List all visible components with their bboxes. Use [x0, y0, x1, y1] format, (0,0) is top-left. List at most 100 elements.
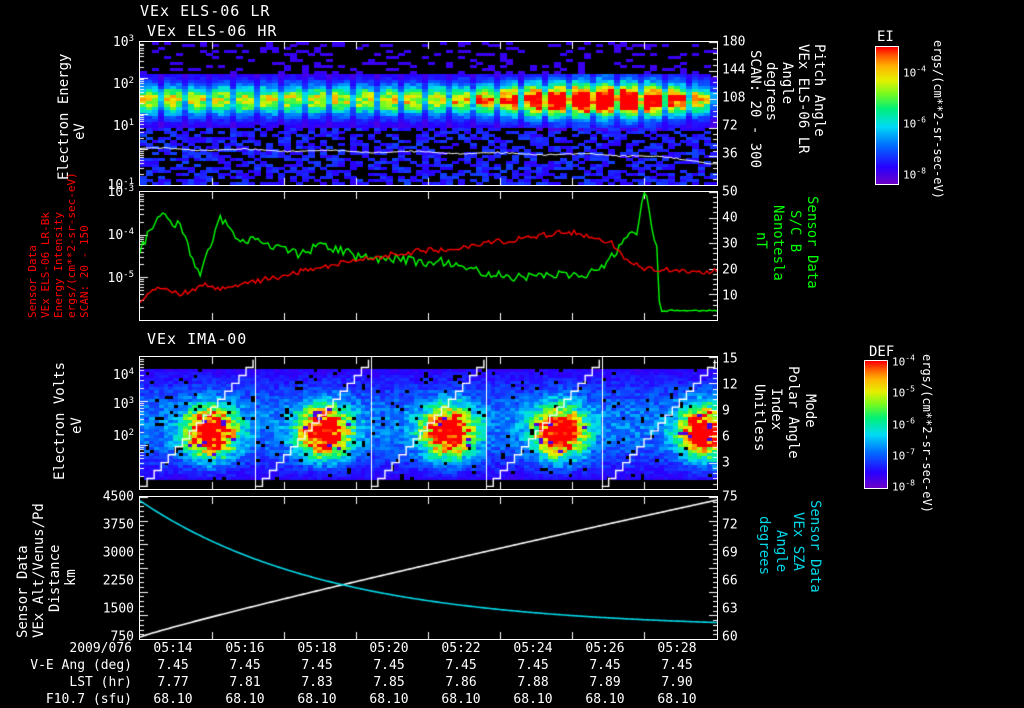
p3-right-caption-1: Mode	[802, 394, 818, 428]
footer-cell: 68.10	[297, 692, 337, 707]
p4-rtick-1: 72	[722, 517, 738, 533]
p4-rtick-5: 60	[722, 629, 738, 645]
p4-left-caption-4: km	[63, 569, 79, 586]
p2-left-caption-3: Energy Intensity	[52, 212, 65, 318]
ei-colorbar-label: EI	[877, 29, 894, 45]
ei-cbtick-1: 10-6	[903, 115, 926, 131]
p3-right-caption-4: Unitless	[751, 384, 767, 452]
ei-colorbar-bar	[875, 46, 899, 185]
p2-left-caption-2: VEx ELS-06 LR-Bk	[39, 212, 52, 318]
p1-ytick-2: 101	[112, 117, 134, 135]
footer-cell: 68.10	[153, 692, 193, 707]
p2-left-caption-4: ergs/(cm**2-sr-sec-eV)	[65, 172, 78, 318]
p1-rtick-1: 144	[722, 62, 746, 78]
p1-right-caption-1: Pitch Angle	[811, 44, 827, 137]
p1-ytick-3: 10-1	[107, 176, 135, 194]
p2-left-caption-1: Sensor Data	[26, 245, 39, 318]
footer-cell: 7.85	[373, 675, 405, 690]
footer-cell: 68.10	[369, 692, 409, 707]
footer-cell: 7.45	[157, 658, 189, 673]
footer-cell: 68.10	[225, 692, 265, 707]
p1-rtick-0: 180	[722, 34, 746, 50]
ei-cbtick-2: 10-8	[903, 166, 926, 182]
def-cbtick-0: 10-4	[892, 353, 915, 369]
p4-ytick-3: 2250	[102, 573, 134, 589]
def-colorbar-units: ergs/(cm**2-sr-sec-eV)	[920, 354, 934, 513]
footer-row-label: F10.7 (sfu)	[45, 692, 132, 707]
footer-cell: 05:22	[441, 641, 481, 656]
footer-cell: 05:28	[657, 641, 697, 656]
panel3-title-inner: VEx IMA-00	[147, 330, 248, 348]
p2-rtick-4: 10	[722, 288, 738, 304]
p3-right-caption-2: Polar Angle	[785, 366, 801, 459]
def-cbtick-2: 10-6	[892, 416, 915, 432]
p4-left-caption-2: VEx Alt/Venus/Pd	[31, 503, 47, 638]
footer-row-label: V-E Ang (deg)	[30, 658, 132, 673]
footer-cell: 7.45	[589, 658, 621, 673]
footer-cell: 05:26	[585, 641, 625, 656]
p2-ytick-1: 10-4	[107, 226, 135, 244]
panel-altitude-sza	[139, 496, 718, 640]
p1-left-caption-1: Electron Energy	[56, 53, 72, 180]
p2-rtick-1: 40	[722, 210, 738, 226]
p4-ytick-5: 750	[110, 629, 134, 645]
p4-ytick-4: 1500	[102, 601, 134, 617]
p2-ytick-0: 10-3	[107, 183, 135, 201]
footer-cell: 05:14	[153, 641, 193, 656]
p3-rtick-1: 12	[722, 377, 738, 393]
def-cbtick-4: 10-8	[892, 478, 915, 494]
def-colorbar-bar	[864, 360, 888, 489]
def-cbtick-3: 10-7	[892, 447, 915, 463]
p2-right-caption-4: nT	[753, 232, 769, 249]
footer-cell: 7.45	[229, 658, 261, 673]
def-cbtick-1: 10-5	[892, 384, 915, 400]
footer-row: 2009/076 05:14 05:16 05:18 05:20 05:22 05:24 05…	[0, 640, 1024, 657]
panel-els-spectrogram	[139, 41, 718, 186]
p3-rtick-2: 9	[722, 403, 730, 419]
p4-left-caption-1: Sensor Data	[15, 545, 31, 638]
footer-row: F10.7 (sfu) 68.10 68.10 68.10 68.10 68.10 68.1…	[0, 691, 1024, 708]
def-colorbar-label: DEF	[869, 344, 895, 360]
footer-row-label: 2009/076	[69, 641, 132, 656]
p2-ytick-2: 10-5	[107, 269, 135, 287]
p4-left-caption-3: Distance	[47, 544, 63, 612]
p3-ytick-2: 102	[112, 427, 134, 445]
ei-colorbar-units: ergs/(cm**2-sr-sec-eV)	[931, 40, 945, 199]
p4-rtick-0: 75	[722, 489, 738, 505]
p1-right-caption-3: Angle	[779, 62, 795, 105]
panel1-title-top: VEx ELS-06 LR	[140, 2, 271, 20]
p4-right-caption-4: degrees	[756, 516, 772, 576]
footer-cell: 68.10	[657, 692, 697, 707]
p4-right-caption-3: Angle	[773, 530, 789, 573]
p4-rtick-2: 69	[722, 545, 738, 561]
p4-rtick-4: 63	[722, 601, 738, 617]
footer-row: LST (hr) 7.77 7.81 7.83 7.85 7.86 7.88 7.89 7.90	[0, 674, 1024, 691]
footer-cell: 7.88	[517, 675, 549, 690]
p1-right-caption-4: degrees	[763, 62, 779, 122]
ei-cbtick-0: 10-4	[903, 64, 926, 80]
footer-cell: 05:24	[513, 641, 553, 656]
footer-cell: 68.10	[441, 692, 481, 707]
p4-rtick-3: 66	[722, 573, 738, 589]
p4-ytick-1: 3750	[102, 517, 134, 533]
p1-ytick-0: 103	[112, 33, 134, 51]
p4-right-caption-2: VEx SZA	[790, 512, 806, 572]
p2-rtick-0: 50	[722, 184, 738, 200]
p4-ytick-2: 3000	[102, 545, 134, 561]
footer-cell: 7.83	[301, 675, 333, 690]
p3-ytick-0: 104	[112, 366, 134, 384]
footer-cell: 7.77	[157, 675, 189, 690]
p2-rtick-2: 30	[722, 236, 738, 252]
footer-cell: 7.81	[229, 675, 261, 690]
p3-rtick-3: 6	[722, 429, 730, 445]
p1-rtick-3: 72	[722, 118, 738, 134]
p4-right-caption-1: Sensor Data	[807, 500, 823, 593]
p3-right-caption-3: Index	[768, 388, 784, 431]
p1-ytick-1: 102	[112, 75, 134, 93]
p1-left-caption-2: eV	[72, 123, 88, 140]
p1-rtick-2: 108	[722, 90, 746, 106]
footer-cell: 7.45	[661, 658, 693, 673]
footer-cell: 7.45	[445, 658, 477, 673]
p1-right-caption-2: VEx ELS-06 LR	[795, 44, 811, 154]
